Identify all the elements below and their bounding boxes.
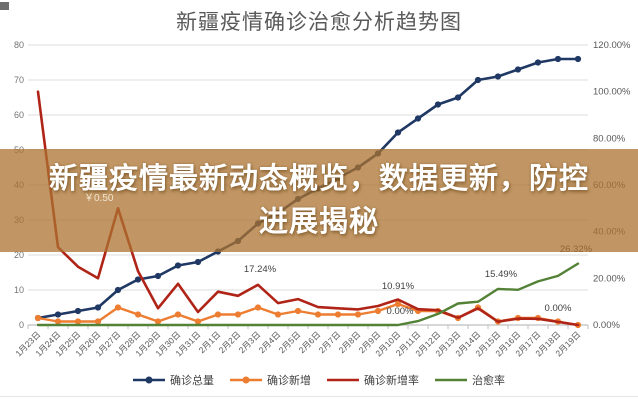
series-point-确诊总量 (434, 101, 442, 108)
left-axis-tick-label: 80 (14, 40, 24, 50)
series-line-治愈率 (36, 262, 580, 327)
series-point-确诊新增 (154, 318, 162, 325)
series-point-确诊新增 (34, 314, 42, 322)
series-point-确诊新增 (354, 311, 362, 318)
legend-swatch-marker (242, 376, 250, 384)
series-point-确诊新增 (214, 311, 222, 318)
series-point-确诊总量 (474, 76, 482, 84)
right-axis-tick-label: 120.00% (593, 40, 631, 51)
legend-item-治愈率: 治愈率 (435, 372, 505, 388)
data-label: 10.91% (382, 281, 415, 292)
series-point-确诊新增 (394, 300, 402, 308)
series-point-确诊新增 (334, 311, 342, 318)
legend-item-确诊新增: 确诊新增 (230, 372, 311, 388)
legend-item-确诊总量: 确诊总量 (133, 372, 214, 388)
legend-swatch (327, 378, 359, 382)
series-point-确诊总量 (174, 262, 182, 269)
series-point-确诊总量 (134, 276, 142, 283)
series-point-确诊新增 (254, 304, 262, 311)
series-point-确诊新增 (54, 318, 62, 325)
series-point-确诊新增 (374, 307, 382, 315)
series-point-确诊总量 (554, 55, 562, 63)
legend-swatch-marker (145, 376, 153, 384)
left-axis-tick-label: 20 (14, 250, 24, 260)
series-point-确诊新增 (194, 318, 202, 325)
series-point-确诊新增 (294, 307, 302, 315)
legend-swatch (133, 376, 165, 384)
series-point-确诊总量 (494, 73, 502, 80)
series-point-确诊总量 (94, 304, 102, 311)
legend: 确诊总量 确诊新增 确诊新增率 治愈率 (0, 370, 638, 390)
data-label: 0.00% (387, 306, 414, 317)
left-axis-tick-label: 60 (14, 110, 24, 120)
data-label: 15.49% (485, 269, 518, 280)
legend-swatch (230, 376, 262, 384)
series-point-确诊总量 (514, 66, 522, 73)
series-point-确诊总量 (74, 307, 82, 315)
headline-banner: 新疆疫情最新动态概览，数据更新，防控 进展揭秘 (0, 149, 638, 252)
series-point-确诊总量 (414, 115, 422, 122)
left-axis-tick-label: 0 (19, 320, 24, 330)
legend-item-确诊新增率: 确诊新增率 (327, 372, 419, 388)
data-label: 0.00% (545, 303, 572, 314)
data-label: 17.24% (244, 264, 277, 275)
legend-label: 治愈率 (472, 375, 505, 387)
series-point-确诊总量 (114, 286, 122, 294)
headline-line-1: 新疆疫情最新动态概览，数据更新，防控 (48, 162, 589, 195)
series-point-确诊新增 (274, 311, 282, 318)
corner-artifact (0, 2, 9, 10)
series-point-确诊总量 (54, 311, 62, 318)
series-point-确诊新增 (134, 311, 142, 318)
series-point-确诊新增 (94, 318, 102, 325)
right-axis-tick-label: 20.00% (593, 273, 626, 284)
left-axis-tick-label: 70 (14, 75, 24, 85)
series-point-确诊总量 (194, 258, 202, 266)
legend-label: 确诊总量 (170, 375, 214, 387)
series-point-确诊总量 (394, 129, 402, 136)
series-point-确诊新增 (174, 311, 182, 318)
series-point-确诊总量 (154, 272, 162, 280)
legend-swatch (435, 378, 467, 382)
legend-label: 确诊新增率 (364, 375, 419, 387)
chart-title: 新疆疫情确诊治愈分析趋势图 (176, 10, 462, 34)
series-point-确诊新增 (114, 304, 122, 311)
series-point-确诊总量 (574, 55, 582, 63)
series-point-确诊总量 (454, 94, 462, 101)
series-point-确诊总量 (534, 59, 542, 66)
series-point-确诊新增 (234, 311, 242, 318)
headline-line-2: 进展揭秘 (258, 205, 379, 238)
right-axis-tick-label: 0.00% (593, 320, 620, 331)
left-axis-tick-label: 10 (14, 285, 24, 295)
right-axis-tick-label: 100.00% (593, 87, 631, 98)
series-point-确诊新增 (74, 318, 82, 325)
data-label-peak: ￥0.50 (84, 193, 114, 204)
legend-label: 确诊新增 (267, 375, 311, 387)
right-axis-tick-label: 80.00% (593, 133, 626, 144)
series-point-确诊新增 (314, 311, 322, 318)
